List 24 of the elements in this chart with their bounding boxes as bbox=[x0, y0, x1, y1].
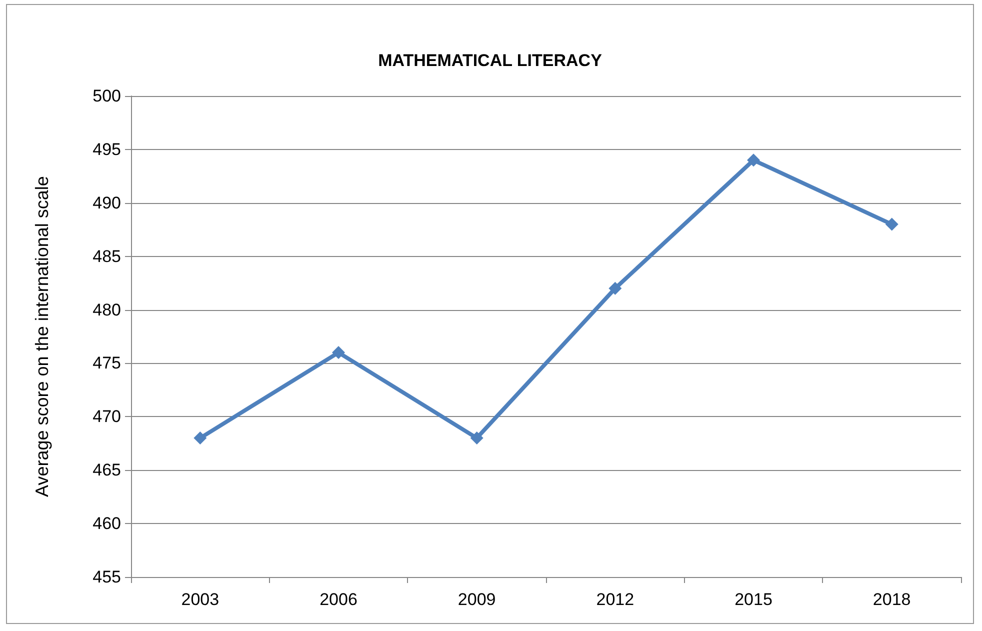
y-tick-label: 490 bbox=[92, 193, 121, 212]
point bbox=[885, 218, 898, 231]
point bbox=[470, 432, 484, 445]
y-tick-label: 475 bbox=[92, 354, 121, 373]
y-tick-label: 500 bbox=[92, 86, 121, 106]
x-tick-label: 2006 bbox=[320, 590, 358, 609]
x-tick-label: 2012 bbox=[596, 590, 634, 609]
point bbox=[194, 432, 207, 445]
y-tick-label: 455 bbox=[92, 568, 121, 586]
x-tick-label: 2009 bbox=[458, 590, 496, 609]
point bbox=[747, 154, 760, 167]
x-tick-label: 2018 bbox=[872, 590, 911, 609]
x-tick-label: 2003 bbox=[181, 590, 220, 609]
y-tick-label: 470 bbox=[92, 407, 121, 426]
y-tick-label: 465 bbox=[92, 460, 121, 480]
y-tick-label: 480 bbox=[92, 300, 121, 320]
y-tick-label: 495 bbox=[92, 140, 121, 159]
y-tick-label: 460 bbox=[92, 514, 121, 534]
y-axis-title: Average score on the international scale bbox=[32, 176, 52, 497]
chart-title: MATHEMATICAL LITERACY bbox=[378, 51, 603, 70]
point bbox=[608, 282, 622, 295]
x-tick-label: 2015 bbox=[734, 590, 772, 609]
point bbox=[332, 346, 345, 360]
y-tick-label: 485 bbox=[92, 246, 121, 266]
